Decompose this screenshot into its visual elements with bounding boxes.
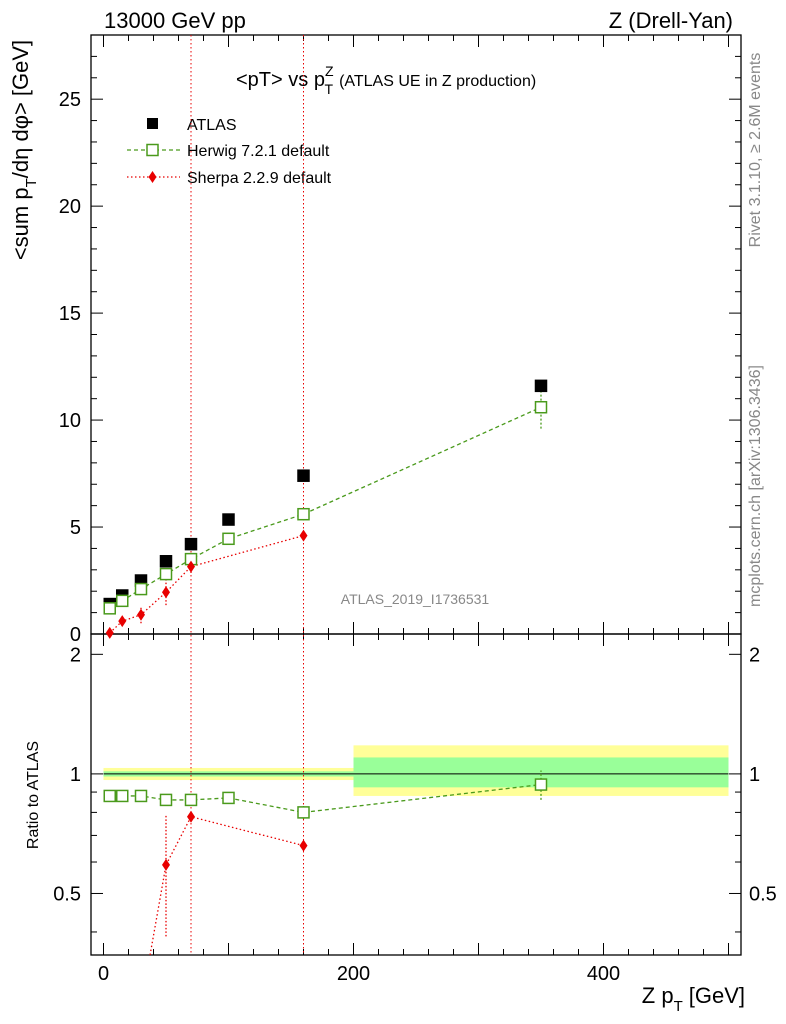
data-marks [103,35,548,956]
herwig-ratio-point [103,789,116,803]
x-tick-label: 0 [98,963,109,985]
main-y-tick-label: 15 [59,303,81,325]
mcplots-label: mcplots.cern.ch [arXiv:1306.3436] [747,365,764,607]
main-y-tick-label: 5 [70,517,81,539]
herwig-data-point [159,567,173,581]
main-y-tick-label: 25 [59,89,81,111]
ratio-y-axis-label: Ratio to ATLAS [25,741,42,849]
herwig-data-point [534,400,548,414]
herwig-ratio-point [222,791,235,805]
sherpa-data-point [299,529,308,542]
plot-title: <pT> vs pZ T (ATLAS UE in Z production) [236,63,536,97]
legend-label-herwig: Herwig 7.2.1 default [187,143,330,160]
herwig-data-point [297,507,310,521]
ratio-y-tick-label: 0.5 [53,883,81,905]
legend-marker-sherpa [148,171,157,183]
legend-label-sherpa: Sherpa 2.2.9 default [187,170,332,187]
main-y-tick-label: 10 [59,410,81,432]
ratio-y-tick-label: 1 [70,764,81,786]
atlas-data-point [297,469,310,482]
atlas-data-point [222,513,235,526]
atlas-data-point [534,379,548,393]
x-tick-label: 200 [337,963,370,985]
analysis-label: ATLAS_2019_I1736531 [341,591,490,607]
herwig-data-point [103,602,116,615]
legend-marker-herwig [146,143,159,157]
herwig-ratio-point [534,778,548,791]
herwig-ratio-point [159,793,173,807]
ratio-y-tick-label-right: 0.5 [749,883,777,905]
legend: ATLAS Herwig 7.2.1 default Sherpa 2.2.9 … [127,117,332,187]
sherpa-ratio-point [299,839,308,852]
ratio-panel-frame [90,633,742,956]
ratio-y-tick-label: 2 [70,644,81,666]
sherpa-data-point [105,626,114,639]
herwig-ratio-point [134,789,148,803]
beam-label: 13000 GeV pp [104,8,246,33]
herwig-data-point [134,582,148,596]
sherpa-ratio-line [149,815,304,956]
sherpa-data-point [118,615,127,628]
herwig-data-point [222,532,235,546]
sherpa-data-point [162,586,170,599]
atlas-data-point [184,537,198,551]
process-label: Z (Drell-Yan) [609,8,733,33]
ratio-y-tick-label-right: 1 [749,764,760,786]
main-y-tick-label: 0 [70,624,81,646]
axes: 0 5 10 15 20 25 0 200 400 0.5 0.5 1 1 2 2 [53,34,777,985]
main-y-axis-label: <sum pT/dη dφ> [GeV] [8,40,40,260]
x-axis-label: Z pT [GeV] [642,983,745,1015]
sherpa-ratio-point [187,810,195,823]
x-tick-label: 400 [587,963,620,985]
ratio-y-tick-label-right: 2 [749,644,760,666]
herwig-data-point [116,594,129,608]
herwig-ratio-point [116,789,129,803]
legend-marker-atlas [147,118,158,129]
ratio-bands [103,745,729,796]
sherpa-data-point [187,560,195,573]
sherpa-data-point [137,608,145,621]
sherpa-ratio-point [162,858,170,871]
herwig-line [109,406,542,609]
atlas-data-point [159,555,173,568]
herwig-ratio-point [184,793,198,807]
rivet-label: Rivet 3.1.10, ≥ 2.6M events [747,53,764,248]
main-y-tick-label: 20 [59,196,81,218]
herwig-ratio-point [297,806,310,819]
legend-label-atlas: ATLAS [187,117,237,134]
